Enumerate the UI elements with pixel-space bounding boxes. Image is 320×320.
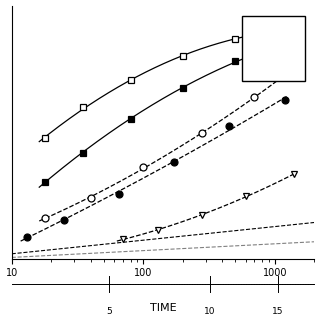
X-axis label: TIME: TIME xyxy=(150,303,176,313)
Text: 15: 15 xyxy=(272,307,284,316)
Text: 10: 10 xyxy=(204,307,215,316)
Text: 5: 5 xyxy=(106,307,112,316)
Bar xyxy=(242,16,305,82)
